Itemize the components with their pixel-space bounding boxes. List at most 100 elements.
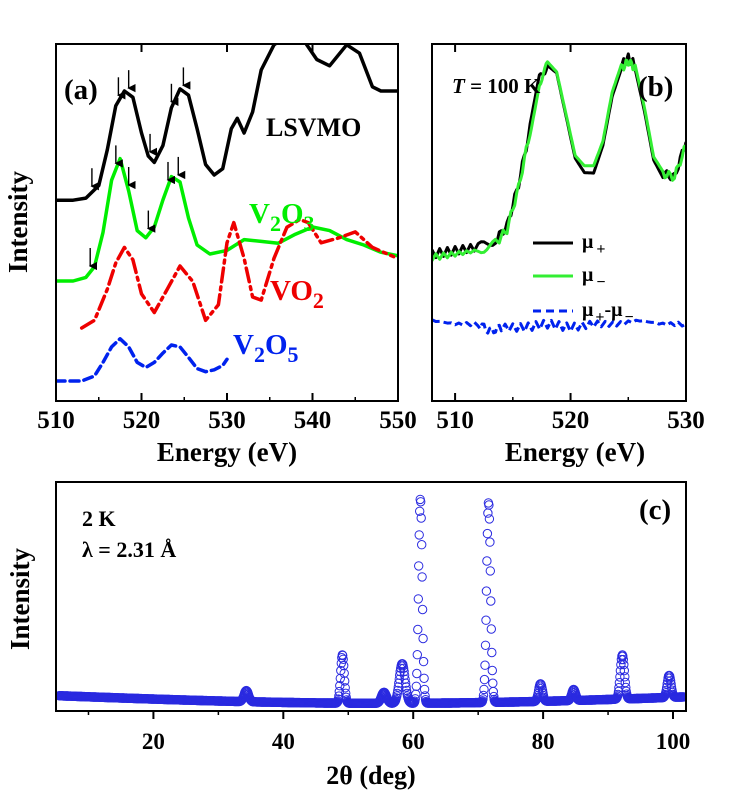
series-vo2 bbox=[79, 217, 396, 330]
panel-c-tag: (c) bbox=[639, 494, 671, 526]
data-point bbox=[398, 663, 409, 673]
legend-label-mu-diff: μ +-μ − bbox=[582, 299, 634, 326]
legend-label-mu-minus: μ − bbox=[582, 264, 605, 291]
data-point bbox=[485, 566, 495, 576]
x-tick-label: 540 bbox=[294, 407, 332, 434]
data-point bbox=[338, 650, 348, 661]
data-point bbox=[400, 678, 411, 688]
x-tick-label: 530 bbox=[667, 407, 705, 434]
data-point bbox=[417, 572, 427, 582]
x-tick-label: 520 bbox=[552, 407, 590, 434]
x-tick-label: 80 bbox=[532, 729, 555, 754]
data-point bbox=[413, 624, 423, 635]
series-mu-diff bbox=[432, 318, 686, 335]
data-point bbox=[619, 659, 629, 670]
panel-b-xlabel: Energy (eV) bbox=[505, 437, 645, 467]
data-point bbox=[413, 594, 423, 604]
panel-c-xlabel: 2θ (deg) bbox=[326, 761, 415, 790]
data-point bbox=[484, 500, 494, 510]
label-v2o5: V2O5 bbox=[233, 329, 299, 367]
data-point bbox=[482, 556, 492, 566]
data-point bbox=[338, 654, 348, 664]
data-point bbox=[615, 672, 625, 682]
panel-a-series bbox=[56, 44, 398, 383]
data-point bbox=[614, 683, 624, 693]
data-point bbox=[486, 596, 496, 606]
data-point bbox=[340, 683, 350, 693]
data-point bbox=[480, 660, 490, 670]
panel-c-frame bbox=[55, 481, 687, 712]
temperature-annotation: T = 100 K bbox=[452, 74, 541, 98]
panel-a-frame bbox=[55, 43, 399, 402]
panel-a: 510 520 530 540 550 (a) LSVMO V2O3 VO2 V2O5 … bbox=[3, 43, 417, 467]
data-point bbox=[414, 530, 424, 540]
data-point bbox=[482, 528, 493, 539]
panel-b-ticks: 510 520 530 bbox=[436, 44, 705, 434]
panel-c-series bbox=[56, 494, 686, 708]
panel-b-frame bbox=[431, 43, 687, 402]
data-point bbox=[417, 604, 428, 615]
data-point bbox=[485, 537, 495, 547]
data-point bbox=[483, 508, 493, 518]
data-point bbox=[411, 681, 421, 691]
data-point bbox=[339, 660, 349, 671]
label-v2o3: V2O3 bbox=[249, 198, 315, 236]
data-point bbox=[392, 688, 402, 699]
data-point bbox=[479, 684, 489, 695]
x-tick-label: 100 bbox=[656, 729, 691, 754]
data-point bbox=[412, 650, 422, 660]
data-point bbox=[401, 682, 411, 692]
label-lsvmo: LSVMO bbox=[266, 113, 361, 142]
data-point bbox=[415, 506, 425, 516]
x-tick-label: 520 bbox=[123, 407, 161, 434]
data-point bbox=[335, 681, 345, 691]
data-point bbox=[339, 668, 349, 678]
x-tick-label: 40 bbox=[272, 729, 295, 754]
panel-b-tag: (b) bbox=[638, 71, 673, 103]
x-tick-label: 20 bbox=[142, 729, 165, 754]
x-tick-label: 530 bbox=[208, 407, 246, 434]
data-point bbox=[481, 615, 491, 625]
data-point bbox=[419, 673, 429, 683]
data-point bbox=[679, 692, 686, 702]
data-point bbox=[414, 561, 424, 571]
data-point bbox=[487, 647, 497, 658]
data-point bbox=[334, 691, 344, 701]
panel-b-legend: μ + μ − μ +-μ − bbox=[533, 231, 634, 326]
data-point bbox=[393, 682, 403, 692]
data-point bbox=[416, 513, 426, 523]
panel-a-xlabel: Energy (eV) bbox=[157, 437, 297, 467]
series-mu-minus bbox=[432, 58, 686, 262]
panel-a-tag: (a) bbox=[64, 74, 98, 106]
panel-c: 20 40 60 80 100 (c) 2 K λ = 2.31 Å Intensity… bbox=[5, 481, 691, 790]
x-tick-label: 510 bbox=[37, 407, 75, 434]
data-point bbox=[340, 676, 350, 686]
legend-label-mu-plus: μ + bbox=[582, 231, 605, 258]
data-point bbox=[618, 654, 628, 665]
panel-c-ylabel: Intensity bbox=[5, 547, 35, 650]
label-vo2: VO2 bbox=[270, 275, 324, 313]
data-point bbox=[614, 678, 625, 688]
data-point bbox=[416, 497, 426, 507]
panel-c-ticks: 20 40 60 80 100 bbox=[87, 711, 691, 754]
data-point bbox=[478, 690, 489, 701]
data-point bbox=[417, 540, 427, 550]
data-point bbox=[478, 694, 488, 704]
data-point bbox=[410, 694, 420, 704]
panel-a-ticks: 510 520 530 540 550 bbox=[37, 44, 417, 434]
panel-a-ylabel: Intensity bbox=[3, 170, 33, 273]
series-v2o5 bbox=[56, 337, 229, 383]
panel-a-arrows bbox=[88, 67, 191, 271]
data-point bbox=[619, 665, 629, 676]
x-tick-label: 510 bbox=[436, 407, 474, 434]
data-point bbox=[418, 656, 429, 667]
temperature-label: 2 K bbox=[82, 506, 116, 531]
data-point bbox=[419, 684, 430, 695]
data-point bbox=[479, 674, 490, 685]
data-point bbox=[336, 665, 346, 676]
data-point bbox=[480, 640, 491, 650]
data-point bbox=[399, 666, 409, 677]
data-point bbox=[487, 665, 497, 676]
panel-b-series bbox=[432, 52, 686, 335]
